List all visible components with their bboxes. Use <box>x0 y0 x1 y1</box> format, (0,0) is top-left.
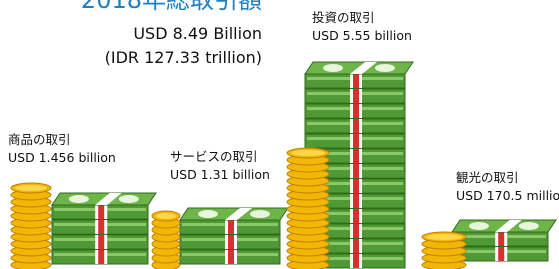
band-stripe <box>353 209 359 223</box>
band-stripe <box>353 254 359 268</box>
band-stripe <box>228 250 234 264</box>
band-stripe <box>98 205 104 219</box>
infographic: 2018年総取引額 USD 8.49 Billion (IDR 127.33 t… <box>0 0 559 269</box>
band-stripe <box>353 179 359 193</box>
band-stripe <box>98 235 104 249</box>
item-value: USD 5.55 billion <box>312 28 412 43</box>
bill-oval <box>250 210 270 218</box>
bill-oval <box>69 195 89 203</box>
band-stripe <box>353 194 359 208</box>
item-value: USD 1.456 billion <box>8 150 116 165</box>
coin-top <box>291 150 325 156</box>
band-stripe <box>353 164 359 178</box>
item-value: USD 170.5 million <box>456 188 559 203</box>
bill-oval <box>375 64 395 72</box>
band-stripe <box>98 220 104 234</box>
band-stripe <box>353 104 359 118</box>
band-stripe <box>353 74 359 88</box>
total-usd: USD 8.49 Billion <box>133 24 262 43</box>
bill-oval <box>519 222 539 230</box>
band-stripe <box>353 119 359 133</box>
bill-oval <box>119 195 139 203</box>
coin-top <box>156 213 176 219</box>
item-label: サービスの取引 <box>170 149 258 164</box>
band-stripe <box>353 149 359 163</box>
coin-top <box>15 185 47 191</box>
band-stripe <box>228 220 234 234</box>
item-value: USD 1.31 billion <box>170 167 270 182</box>
title: 2018年総取引額 <box>81 0 262 14</box>
item-label: 商品の取引 <box>8 132 71 147</box>
band-stripe <box>353 134 359 148</box>
coin-top <box>426 234 462 240</box>
band-stripe <box>498 232 504 246</box>
band-stripe <box>353 224 359 238</box>
bill-oval <box>198 210 218 218</box>
item-label: 投資の取引 <box>312 10 375 25</box>
total-idr: (IDR 127.33 trillion) <box>105 48 262 67</box>
item-label: 観光の取引 <box>456 170 519 185</box>
band-stripe <box>353 239 359 253</box>
bill-oval <box>323 64 343 72</box>
band-stripe <box>98 250 104 264</box>
band-stripe <box>498 247 504 261</box>
band-stripe <box>228 235 234 249</box>
band-stripe <box>353 89 359 103</box>
bill-oval <box>469 222 489 230</box>
